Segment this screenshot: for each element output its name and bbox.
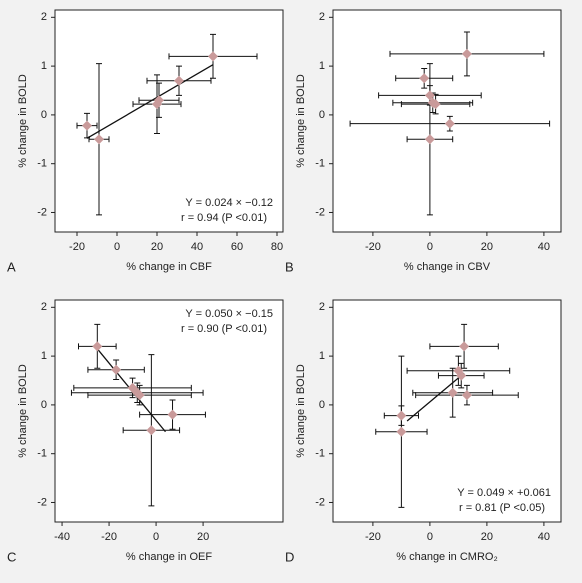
plot-area bbox=[332, 9, 562, 233]
fit-line bbox=[86, 64, 214, 139]
y-tick-label: -1 bbox=[315, 448, 325, 460]
x-tick-label: 80 bbox=[271, 241, 283, 253]
point bbox=[82, 120, 92, 131]
annotation: r = 0.94 (P <0.01) bbox=[181, 212, 267, 224]
point bbox=[208, 51, 218, 62]
y-tick-label: -1 bbox=[37, 448, 47, 460]
y-tick-label: -2 bbox=[37, 206, 47, 218]
x-tick-label: 20 bbox=[197, 531, 209, 543]
y-tick-label: -2 bbox=[315, 496, 325, 508]
y-tick-label: 1 bbox=[41, 60, 47, 72]
panel-letter: A bbox=[7, 259, 16, 274]
x-tick-label: 40 bbox=[538, 241, 550, 253]
y-tick-label: 0 bbox=[41, 109, 47, 121]
y-axis-label: % change in BOLD bbox=[295, 74, 307, 168]
x-axis-label: % change in OEF bbox=[126, 551, 212, 563]
y-tick-label: 2 bbox=[319, 11, 325, 23]
x-tick-label: -20 bbox=[101, 531, 117, 543]
x-tick-label: 40 bbox=[538, 531, 550, 543]
x-axis-label: % change in CBV bbox=[404, 261, 491, 273]
y-axis-label: % change in BOLD bbox=[295, 364, 307, 458]
point bbox=[459, 341, 470, 352]
plot-area bbox=[54, 9, 284, 233]
x-tick-label: 0 bbox=[427, 241, 433, 253]
y-tick-label: 2 bbox=[41, 11, 47, 23]
point bbox=[111, 364, 122, 375]
point bbox=[430, 99, 441, 110]
annotation: r = 0.81 (P <0.05) bbox=[459, 502, 545, 514]
y-axis-label: % change in BOLD bbox=[17, 364, 29, 458]
point bbox=[419, 73, 430, 84]
y-tick-label: 0 bbox=[41, 399, 47, 411]
y-tick-label: -1 bbox=[315, 158, 325, 170]
point bbox=[424, 90, 435, 101]
annotation: Y = 0.049 × +0.061 bbox=[457, 487, 551, 499]
x-tick-label: 20 bbox=[481, 531, 493, 543]
x-axis-label: % change in CMRO₂ bbox=[396, 551, 497, 563]
x-tick-label: 0 bbox=[114, 241, 120, 253]
y-tick-label: 2 bbox=[319, 301, 325, 313]
point bbox=[461, 48, 472, 59]
point bbox=[461, 390, 472, 401]
y-tick-label: -1 bbox=[37, 158, 47, 170]
point bbox=[424, 134, 435, 145]
y-tick-label: 1 bbox=[41, 350, 47, 362]
x-tick-label: 0 bbox=[153, 531, 159, 543]
y-tick-label: 1 bbox=[319, 60, 325, 72]
x-tick-label: 0 bbox=[427, 531, 433, 543]
panel-letter: D bbox=[285, 549, 294, 564]
x-tick-label: 20 bbox=[151, 241, 163, 253]
y-tick-label: -2 bbox=[37, 496, 47, 508]
point bbox=[447, 387, 458, 398]
x-tick-label: 20 bbox=[481, 241, 493, 253]
annotation: Y = 0.024 × −0.12 bbox=[185, 197, 273, 209]
point bbox=[154, 95, 164, 106]
point bbox=[174, 75, 184, 86]
x-tick-label: -20 bbox=[69, 241, 85, 253]
plot-area bbox=[332, 299, 562, 523]
point bbox=[94, 134, 104, 145]
point bbox=[92, 341, 103, 352]
annotation: Y = 0.050 × −0.15 bbox=[185, 308, 273, 320]
y-tick-label: -2 bbox=[315, 206, 325, 218]
plot-area bbox=[54, 299, 284, 523]
point bbox=[396, 426, 407, 437]
y-tick-label: 1 bbox=[319, 350, 325, 362]
x-tick-label: -20 bbox=[365, 241, 381, 253]
point bbox=[456, 370, 467, 381]
point bbox=[167, 409, 178, 420]
panel-letter: B bbox=[285, 259, 294, 274]
y-tick-label: 0 bbox=[319, 399, 325, 411]
x-axis-label: % change in CBF bbox=[126, 261, 212, 273]
x-tick-label: -40 bbox=[54, 531, 70, 543]
annotation: r = 0.90 (P <0.01) bbox=[181, 323, 267, 335]
panel-letter: C bbox=[7, 549, 16, 564]
x-tick-label: 60 bbox=[231, 241, 243, 253]
y-axis-label: % change in BOLD bbox=[17, 74, 29, 168]
point bbox=[396, 410, 407, 421]
point bbox=[146, 425, 157, 436]
point bbox=[134, 390, 145, 401]
y-tick-label: 2 bbox=[41, 301, 47, 313]
x-tick-label: -20 bbox=[365, 531, 381, 543]
y-tick-label: 0 bbox=[319, 109, 325, 121]
point bbox=[444, 118, 455, 129]
x-tick-label: 40 bbox=[191, 241, 203, 253]
fit-line bbox=[406, 372, 465, 422]
